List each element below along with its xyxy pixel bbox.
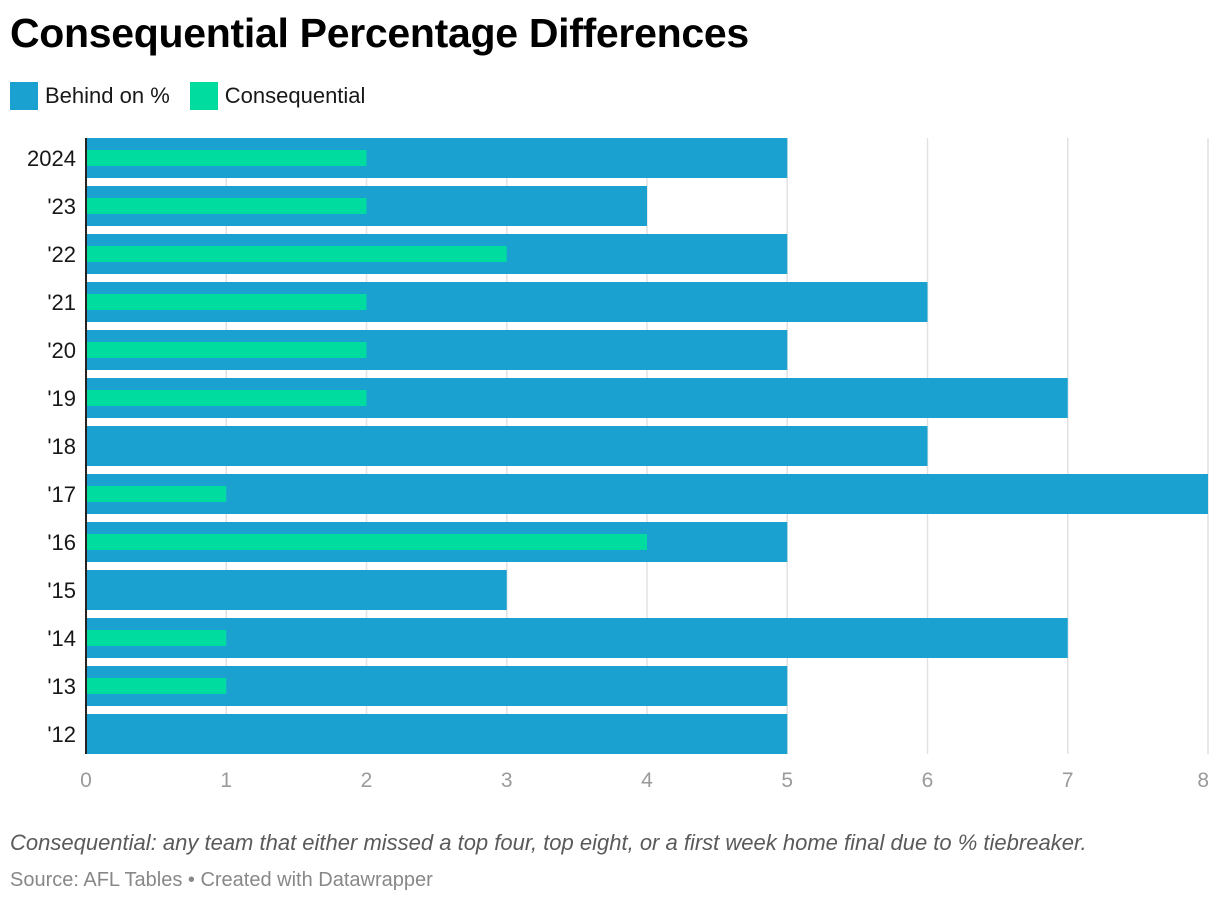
x-tick-label-3: 3	[501, 769, 513, 792]
x-tick-label-0: 0	[80, 769, 92, 792]
category-label-1: '23	[47, 194, 76, 219]
bar-consequential-4	[86, 342, 367, 358]
category-label-5: '19	[47, 386, 76, 411]
bar-consequential-8	[86, 534, 647, 550]
bar-behind-12	[86, 714, 788, 754]
category-label-9: '15	[47, 578, 76, 603]
bar-consequential-0	[86, 150, 367, 166]
bar-behind-6	[86, 426, 928, 466]
category-label-0: 2024	[27, 146, 76, 171]
category-label-8: '16	[47, 530, 76, 555]
category-label-6: '18	[47, 434, 76, 459]
chart-title: Consequential Percentage Differences	[10, 10, 749, 56]
bar-consequential-10	[86, 630, 227, 646]
legend-swatch-behind	[10, 82, 38, 110]
legend-item-consequential: Consequential	[189, 82, 366, 110]
bar-behind-10	[86, 618, 1068, 658]
x-tick-label-5: 5	[781, 769, 793, 792]
category-label-4: '20	[47, 338, 76, 363]
chart-note: Consequential: any team that either miss…	[10, 830, 1087, 855]
bar-behind-9	[86, 570, 507, 610]
bar-consequential-5	[86, 390, 367, 406]
legend-swatch-consequential	[189, 82, 218, 110]
bar-consequential-3	[86, 294, 367, 310]
bar-consequential-11	[86, 678, 227, 694]
category-label-12: '12	[47, 722, 76, 747]
bar-consequential-1	[86, 198, 367, 214]
chart-legend: Behind on % Consequential	[10, 82, 365, 110]
x-tick-label-1: 1	[220, 769, 232, 792]
bar-consequential-2	[86, 246, 507, 262]
category-label-2: '22	[47, 242, 76, 267]
category-label-11: '13	[47, 674, 76, 699]
legend-item-behind: Behind on %	[10, 82, 170, 110]
legend-label-behind: Behind on %	[45, 83, 170, 108]
bar-behind-7	[86, 474, 1208, 514]
category-label-7: '17	[47, 482, 76, 507]
chart-source: Source: AFL Tables • Created with Datawr…	[10, 869, 433, 891]
x-tick-label-8: 8	[1197, 769, 1209, 792]
x-tick-label-4: 4	[641, 769, 653, 792]
bar-chart: 2024 '23 '22 '21 '20 '19 '18 '17 '16 '15 '14 '13 '12…	[27, 138, 1209, 792]
legend-label-consequential: Consequential	[224, 83, 366, 108]
category-label-10: '14	[47, 626, 76, 651]
x-tick-label-7: 7	[1062, 769, 1074, 792]
category-label-3: '21	[47, 290, 76, 315]
bar-consequential-7	[86, 486, 227, 502]
x-tick-label-2: 2	[361, 769, 373, 792]
x-tick-label-6: 6	[922, 769, 934, 792]
